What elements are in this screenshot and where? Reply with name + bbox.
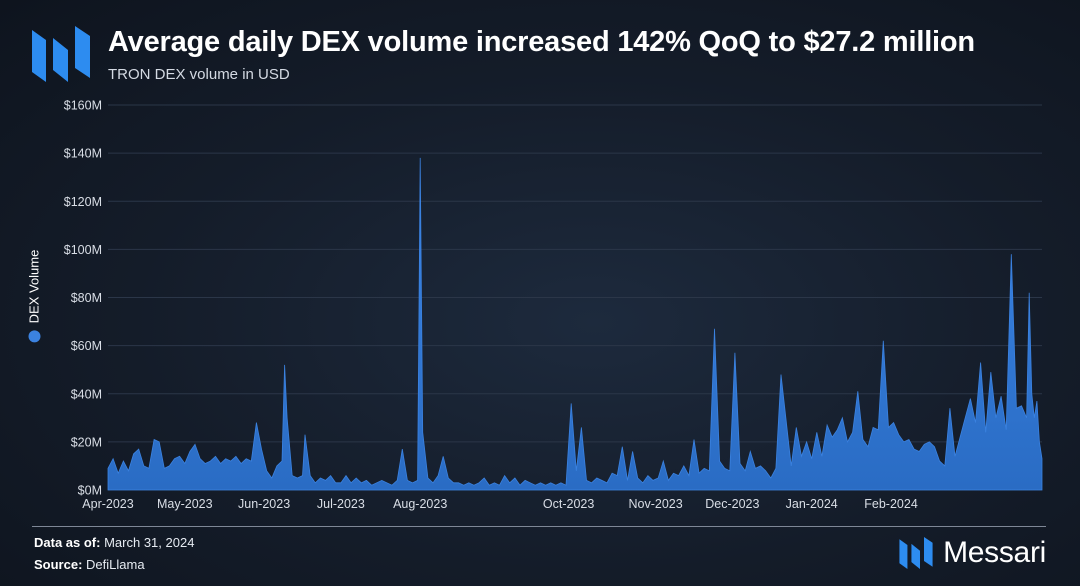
chart-title: Average daily DEX volume increased 142% … [108, 26, 975, 58]
footer-divider [32, 526, 1046, 527]
source: Source: DefiLlama [34, 557, 145, 572]
x-axis-ticks: Apr-2023 May-2023 Jun-2023 Jul-2023 Aug-2023… [82, 497, 918, 511]
x-tick-label: Oct-2023 [543, 497, 594, 511]
x-tick-label: May-2023 [157, 497, 213, 511]
x-tick-label: Jul-2023 [317, 497, 365, 511]
y-tick-label: $160M [64, 99, 102, 113]
y-tick-label: $0M [78, 484, 102, 498]
source-value: DefiLlama [86, 557, 145, 572]
data-as-of-label: Data as of: [34, 535, 101, 550]
brand-logo: Messari [899, 536, 1046, 570]
x-tick-label: Dec-2023 [705, 497, 759, 511]
y-tick-label: $20M [71, 435, 102, 449]
data-as-of: Data as of: March 31, 2024 [34, 535, 194, 550]
x-tick-label: Feb-2024 [864, 497, 918, 511]
y-tick-label: $80M [71, 291, 102, 305]
chart-subtitle: TRON DEX volume in USD [108, 66, 290, 83]
gridlines [108, 104, 1042, 491]
y-tick-label: $120M [64, 195, 102, 209]
messari-logo-icon [32, 26, 90, 82]
x-tick-label: Jan-2024 [786, 497, 838, 511]
brand-name: Messari [943, 536, 1046, 569]
y-tick-label: $60M [71, 339, 102, 353]
y-tick-label: $140M [64, 147, 102, 161]
y-tick-label: $100M [64, 243, 102, 257]
source-label: Source: [34, 557, 83, 572]
x-tick-label: Apr-2023 [82, 497, 133, 511]
series-group [107, 157, 1043, 491]
data-as-of-value: March 31, 2024 [104, 535, 195, 550]
area-series-dex-volume [107, 157, 1043, 491]
x-tick-label: Nov-2023 [629, 497, 683, 511]
y-axis-ticks: $0M $20M $40M $60M $80M $100M $120M $140M $160M [64, 99, 102, 498]
messari-brand-icon [899, 537, 933, 569]
x-tick-label: Jun-2023 [238, 497, 290, 511]
x-tick-label: Aug-2023 [393, 497, 447, 511]
y-tick-label: $40M [71, 387, 102, 401]
